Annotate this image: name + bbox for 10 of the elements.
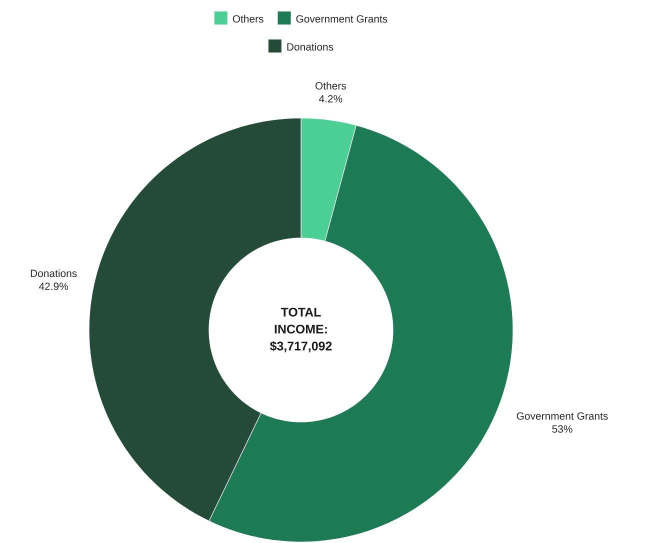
legend-label: Government Grants — [296, 15, 388, 23]
legend-label: Donations — [287, 42, 334, 51]
data-label: 42.9% — [39, 282, 68, 290]
slice-label: Donations — [30, 269, 77, 278]
text: TOTAL INCOME: $3,717,092 — [270, 308, 332, 352]
slice-label: Others — [316, 82, 346, 90]
legend-label: Others — [232, 14, 264, 23]
data-label: 4.2% — [319, 95, 342, 102]
slice-label: Government Grants — [516, 412, 608, 420]
data-label: 53% — [552, 425, 572, 433]
